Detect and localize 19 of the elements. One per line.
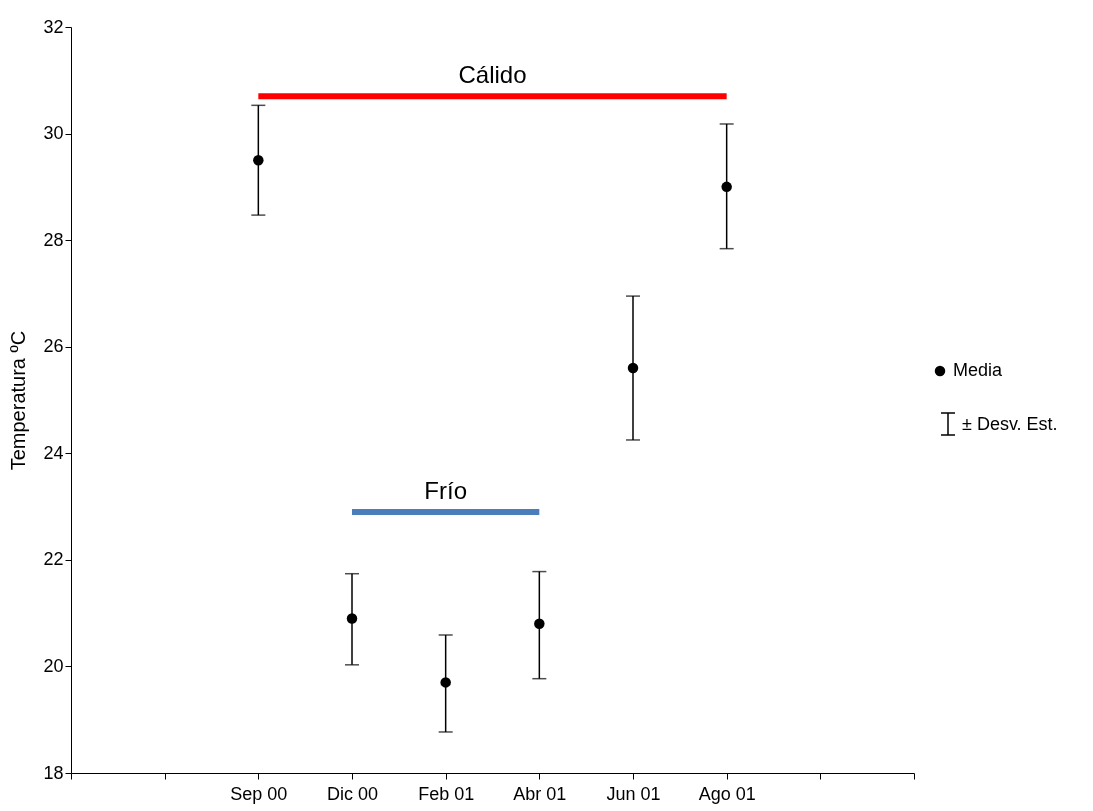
series-label: Frío: [424, 476, 467, 504]
x-tick-label: Feb 01: [418, 783, 475, 804]
text: ± Desv. Est.: [962, 413, 1058, 435]
y-tick-label: 30: [43, 123, 64, 144]
y-tick-label: 28: [43, 229, 64, 250]
y-tick-label: 22: [43, 549, 64, 570]
y-tick-label: 18: [43, 762, 64, 783]
x-tick-label: Sep 00: [230, 783, 288, 804]
y-tick-label: 32: [43, 16, 64, 37]
x-tick-label: Dic 00: [326, 783, 379, 804]
x-tick-label: Jun 01: [606, 783, 661, 804]
y-tick-label: 26: [43, 336, 64, 357]
series-label: Cálido: [458, 61, 527, 89]
x-tick-label: Abr 01: [513, 783, 567, 804]
x-tick-label: Ago 01: [698, 783, 756, 804]
legend-label: Media: [953, 360, 1004, 380]
y-axis-title: Temperatura ºC: [7, 330, 30, 471]
y-tick-label: 24: [43, 442, 64, 463]
y-tick-label: 20: [43, 655, 64, 676]
